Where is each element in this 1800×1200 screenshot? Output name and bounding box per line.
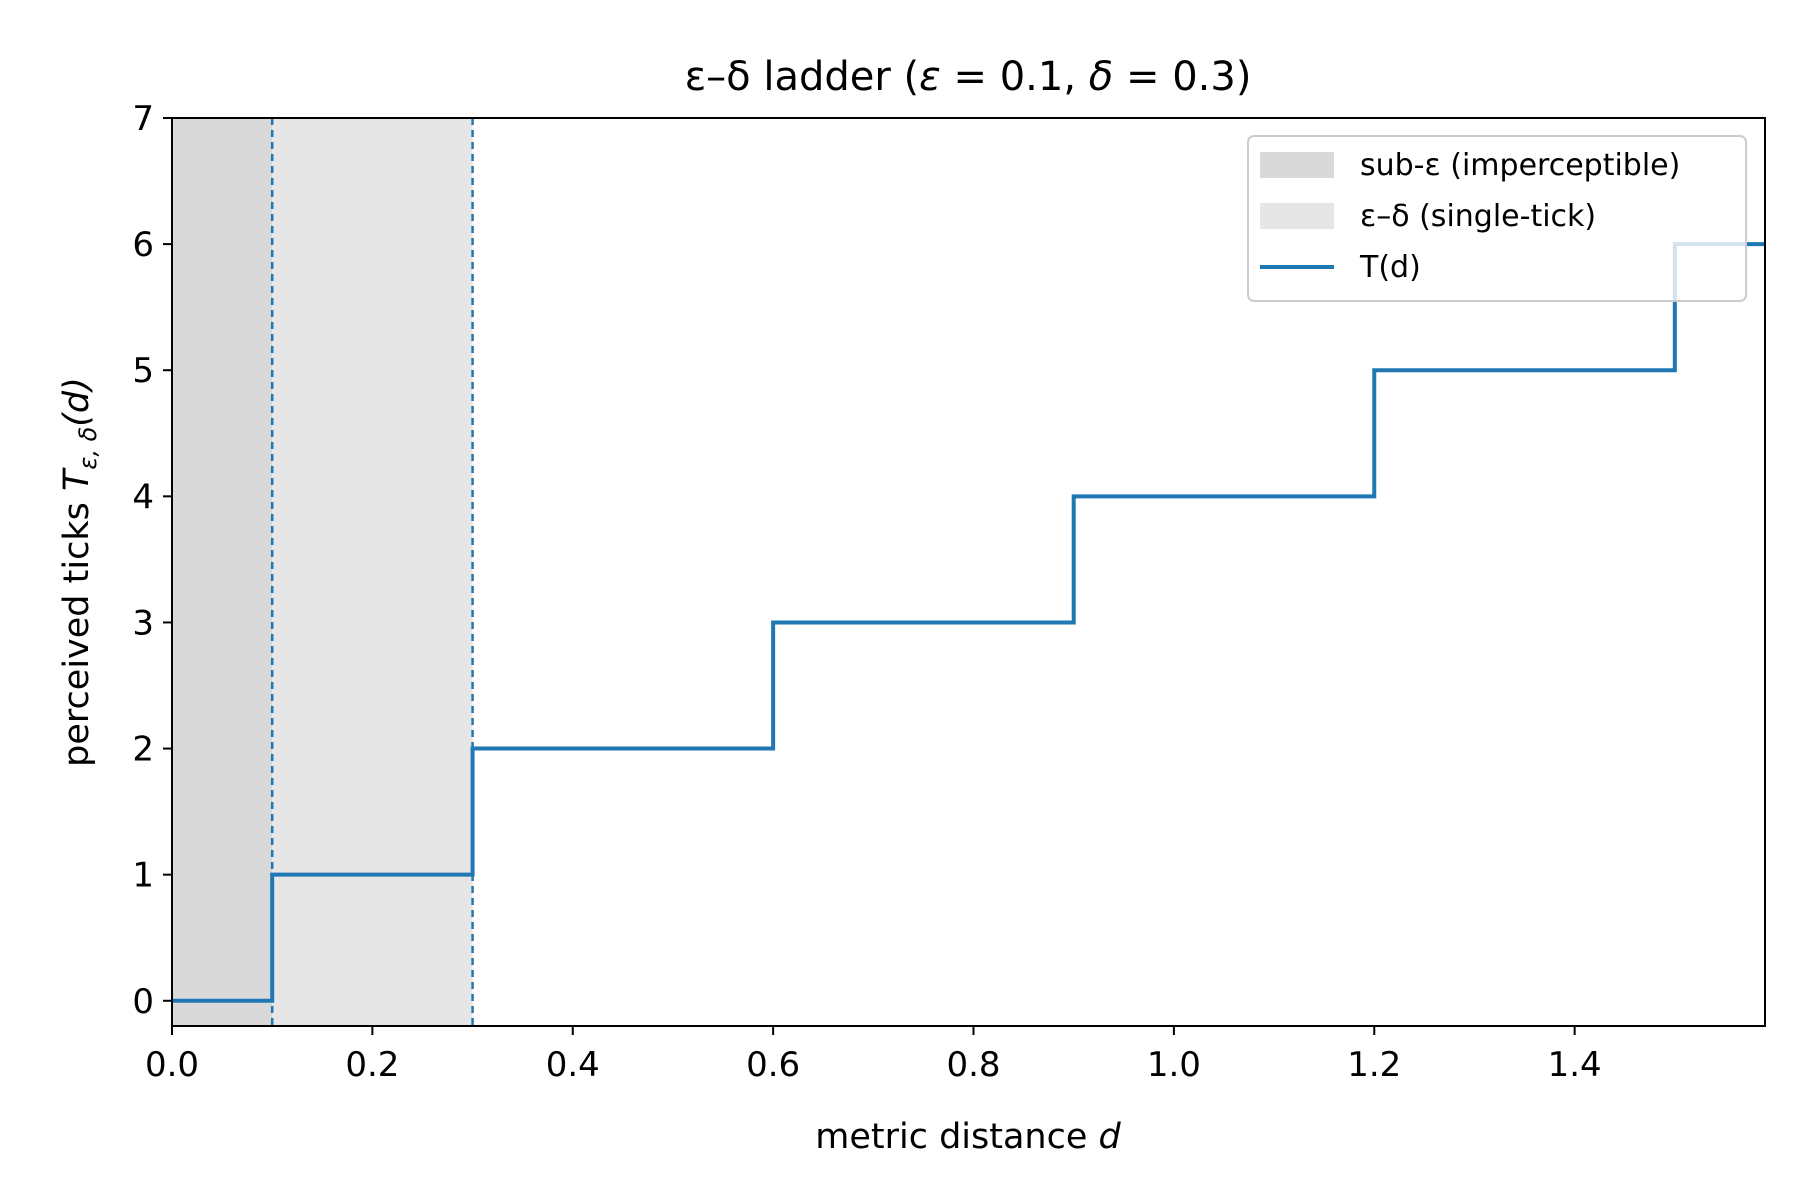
legend-swatch-1 — [1260, 203, 1334, 229]
series-layer — [172, 242, 1765, 1003]
y-tick-label-5: 5 — [132, 351, 154, 391]
x-axis-ticks: 0.0 0.2 0.4 0.6 0.8 1.0 1.2 1.4 — [145, 1026, 1602, 1085]
y-tick-label-4: 4 — [132, 477, 154, 517]
legend-label-2: T(d) — [1359, 250, 1421, 285]
shaded-regions — [172, 118, 473, 1026]
chart-title: ε–δ ladder (ε = 0.1, δ = 0.3) — [685, 54, 1252, 100]
y-tick-label-2: 2 — [132, 730, 154, 770]
x-tick-label-4: 0.8 — [946, 1045, 1000, 1085]
legend: sub-ε (imperceptible) ε–δ (single-tick) T(… — [1247, 135, 1747, 302]
x-tick-label-5: 1.0 — [1147, 1045, 1201, 1085]
series-line-0 — [172, 242, 1765, 1003]
x-tick-label-2: 0.4 — [546, 1045, 600, 1085]
x-tick-label-6: 1.2 — [1347, 1045, 1401, 1085]
x-axis-label: metric distance d — [815, 1117, 1121, 1157]
axes-frame — [171, 117, 1766, 1027]
y-tick-label-1: 1 — [132, 856, 154, 896]
x-tick-label-7: 1.4 — [1548, 1045, 1602, 1085]
x-tick-label-1: 0.2 — [345, 1045, 399, 1085]
y-tick-label-3: 3 — [132, 603, 154, 643]
y-tick-label-7: 7 — [132, 99, 154, 139]
legend-swatch-0 — [1260, 152, 1334, 178]
x-tick-label-0: 0.0 — [145, 1045, 199, 1085]
region-1 — [272, 118, 473, 1026]
y-axis-ticks: 0 1 2 3 4 5 6 7 — [132, 99, 172, 1022]
y-tick-label-0: 0 — [132, 982, 154, 1022]
x-tick-label-3: 0.6 — [746, 1045, 800, 1085]
y-axis-label: perceived ticks Tε, δ(d) — [57, 377, 102, 767]
legend-label-0: sub-ε (imperceptible) — [1360, 148, 1680, 183]
region-0 — [172, 118, 273, 1026]
y-tick-label-6: 6 — [132, 225, 154, 265]
legend-box — [1247, 135, 1747, 302]
legend-label-1: ε–δ (single-tick) — [1360, 199, 1596, 234]
